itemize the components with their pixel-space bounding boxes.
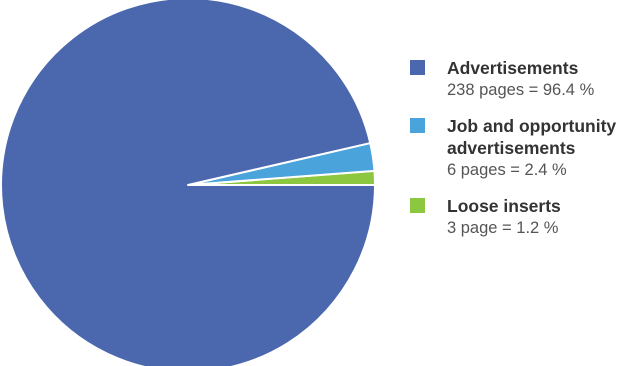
legend-label: Job and opportunity advertisements (447, 116, 617, 158)
legend-value: 6 pages = 2.4 % (447, 161, 567, 179)
legend-swatch (410, 60, 425, 75)
legend-label: Advertisements (447, 58, 579, 78)
legend-swatch (410, 198, 425, 213)
legend-label: Loose inserts (447, 196, 561, 216)
legend-value: 3 page = 1.2 % (447, 219, 559, 237)
legend-swatch (410, 118, 425, 133)
legend: Advertisements 238 pages = 96.4 % Job and … (410, 57, 636, 253)
legend-item-loose-inserts: Loose inserts 3 page = 1.2 % (410, 195, 636, 239)
pie-plot (0, 0, 377, 366)
pie-slice-advertisements (0, 0, 376, 366)
legend-item-job-and-opportunity-advertisements: Job and opportunity advertisements 6 page… (410, 115, 636, 181)
legend-item-advertisements: Advertisements 238 pages = 96.4 % (410, 57, 636, 101)
legend-value: 238 pages = 96.4 % (447, 81, 595, 99)
